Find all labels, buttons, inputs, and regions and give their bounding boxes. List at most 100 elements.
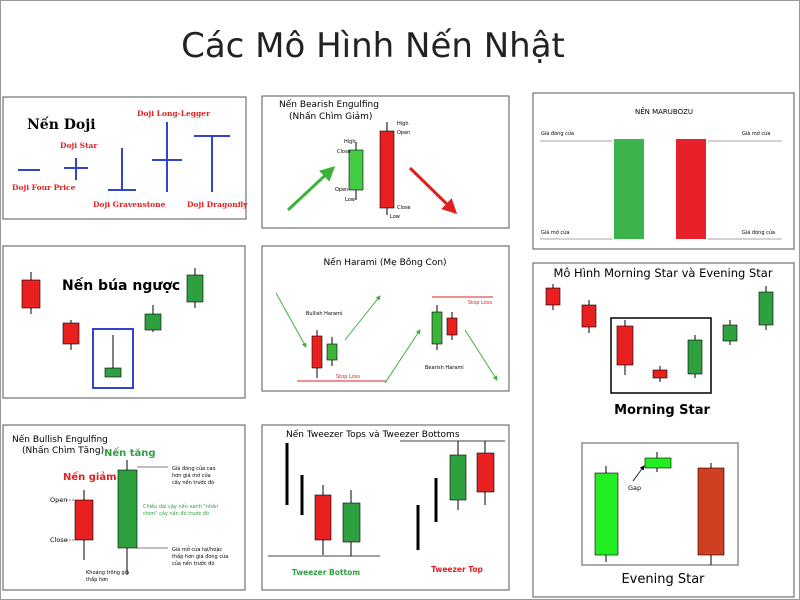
line-shape bbox=[384, 329, 421, 384]
harami-panel: Nến Harami (Mẹ Bồng Con) Bullish Harami … bbox=[261, 245, 510, 392]
panel-title: Nến Bullish Engulfing bbox=[12, 434, 108, 445]
candle-body bbox=[311, 335, 323, 369]
candle-body bbox=[186, 274, 204, 303]
doji-label: Doji Star bbox=[60, 141, 98, 150]
stop-loss: Stop Loss bbox=[336, 374, 360, 380]
bearish-panel: Nến Bearish Engulfing (Nhấn Chìm Giảm) H… bbox=[261, 95, 510, 229]
candle-body bbox=[722, 324, 738, 342]
pattern-label: Bullish Harami bbox=[306, 311, 342, 317]
note-line: thấp hơn giá đóng cửa bbox=[172, 553, 228, 560]
panel-subtitle: (Nhấn Chìm Giảm) bbox=[289, 111, 372, 122]
price-label: Close bbox=[50, 536, 68, 544]
candle-body bbox=[446, 317, 458, 336]
price-label: Open bbox=[50, 496, 67, 504]
price-label: Low bbox=[345, 197, 355, 203]
panel-heading: Nến búa ngược bbox=[62, 277, 180, 294]
candle-body bbox=[545, 287, 561, 306]
note-line: cây nến trước đó bbox=[172, 479, 214, 486]
candle-body bbox=[581, 304, 597, 328]
hammer-panel: Nến búa ngược bbox=[2, 245, 246, 399]
note-line: Chiều dài cây nến xanh "nhấn bbox=[143, 502, 218, 510]
candle-body bbox=[616, 325, 634, 366]
price-label: Close bbox=[397, 205, 411, 211]
candle-label: Nến tăng bbox=[104, 446, 156, 459]
candle-body bbox=[326, 343, 338, 361]
price-label: Giá đóng cửa bbox=[742, 229, 775, 236]
pattern-name: Tweezer Top bbox=[431, 565, 483, 574]
candle-body bbox=[652, 369, 668, 379]
panel-box bbox=[261, 245, 510, 392]
line-shape bbox=[286, 165, 336, 212]
candle-body bbox=[104, 367, 122, 378]
price-label: High bbox=[344, 139, 356, 145]
shape bbox=[92, 328, 134, 389]
candle-body bbox=[348, 149, 364, 191]
price-label: Giá mở cửa bbox=[541, 229, 569, 236]
price-label: Giá đóng cửa bbox=[541, 130, 574, 137]
marubozu-panel: NẾN MARUBOZU Giá đóng cửa Giá mở cửa Giá… bbox=[532, 92, 795, 250]
candle-body bbox=[476, 452, 495, 493]
candle-body bbox=[21, 279, 41, 309]
shape bbox=[610, 317, 712, 394]
panel-title: Mô Hình Morning Star và Evening Star bbox=[553, 266, 772, 280]
tweezer-panel: Nến Tweezer Tops và Tweezer Bottoms Twee… bbox=[261, 424, 510, 591]
candle-body bbox=[62, 322, 80, 345]
note-line: Giá đóng cửa cao bbox=[172, 465, 216, 472]
price-label: Open bbox=[397, 130, 410, 136]
panel-title: Nến Tweezer Tops và Tweezer Bottoms bbox=[286, 429, 460, 440]
panel-box bbox=[2, 245, 246, 399]
pattern-name: Evening Star bbox=[621, 572, 705, 587]
candle-body bbox=[379, 130, 395, 209]
price-label: Close bbox=[337, 149, 351, 155]
candle-body bbox=[431, 311, 443, 345]
candle-body bbox=[342, 502, 361, 543]
pattern-name: Tweezer Bottom bbox=[292, 568, 360, 577]
bullish-panel: Nến Bullish Engulfing (Nhấn Chìm Tăng) N… bbox=[2, 424, 246, 591]
line-shape bbox=[275, 292, 307, 348]
line-shape bbox=[632, 465, 645, 482]
doji-label: Doji Dragonfly bbox=[187, 200, 248, 209]
note-line: hơn giá mở cửa bbox=[172, 472, 211, 479]
price-label: Giá mở cửa bbox=[742, 130, 770, 137]
note-line: thấp hơn bbox=[86, 576, 108, 583]
note-line: Khoảng trống giá bbox=[86, 569, 129, 576]
star-panel: Mô Hình Morning Star và Evening Star Mor… bbox=[532, 262, 795, 598]
note-line: Giá mở cửa tại/hoặc bbox=[172, 546, 222, 553]
page-title: Các Mô Hình Nến Nhật bbox=[181, 26, 565, 66]
line-shape bbox=[408, 166, 458, 215]
candle-body bbox=[594, 472, 619, 556]
gap-label: Gap bbox=[628, 484, 641, 492]
panel-box bbox=[2, 96, 247, 220]
panel-box bbox=[532, 92, 795, 250]
panel-title: NẾN MARUBOZU bbox=[635, 106, 693, 116]
candle-body bbox=[687, 339, 703, 375]
doji-panel: Nến Doji Doji Four Price Doji Star Doji … bbox=[2, 96, 248, 220]
doji-label: Doji Long-Legger bbox=[137, 109, 211, 118]
pattern-name: Morning Star bbox=[614, 403, 710, 418]
candle-label: Nến giảm bbox=[63, 470, 117, 483]
candle-body bbox=[697, 467, 725, 556]
stop-loss: Stop Loss bbox=[468, 300, 492, 306]
line-shape bbox=[344, 295, 381, 341]
panel-subtitle: (Nhấn Chìm Tăng) bbox=[22, 445, 104, 456]
note-line: của nến trước đó bbox=[172, 560, 214, 567]
shape bbox=[614, 139, 644, 239]
panel-title: Nến Harami (Mẹ Bồng Con) bbox=[323, 257, 446, 268]
note-line: chìm" cây nến đỏ trước đó bbox=[143, 510, 209, 517]
panel-title: Nến Bearish Engulfing bbox=[279, 99, 379, 110]
price-label: High bbox=[397, 121, 409, 127]
candle-body bbox=[449, 454, 467, 501]
candle-body bbox=[144, 313, 162, 331]
line-shape bbox=[464, 329, 498, 381]
candle-body bbox=[758, 291, 774, 326]
candle-body bbox=[644, 457, 672, 469]
candle-body bbox=[74, 499, 94, 541]
panel-heading: Nến Doji bbox=[27, 115, 96, 133]
candle-body bbox=[314, 494, 332, 541]
doji-label: Doji Gravenstone bbox=[93, 200, 166, 209]
doji-label: Doji Four Price bbox=[12, 183, 76, 192]
shape bbox=[676, 139, 706, 239]
candle-body bbox=[117, 469, 138, 549]
price-label: Low bbox=[390, 214, 400, 220]
